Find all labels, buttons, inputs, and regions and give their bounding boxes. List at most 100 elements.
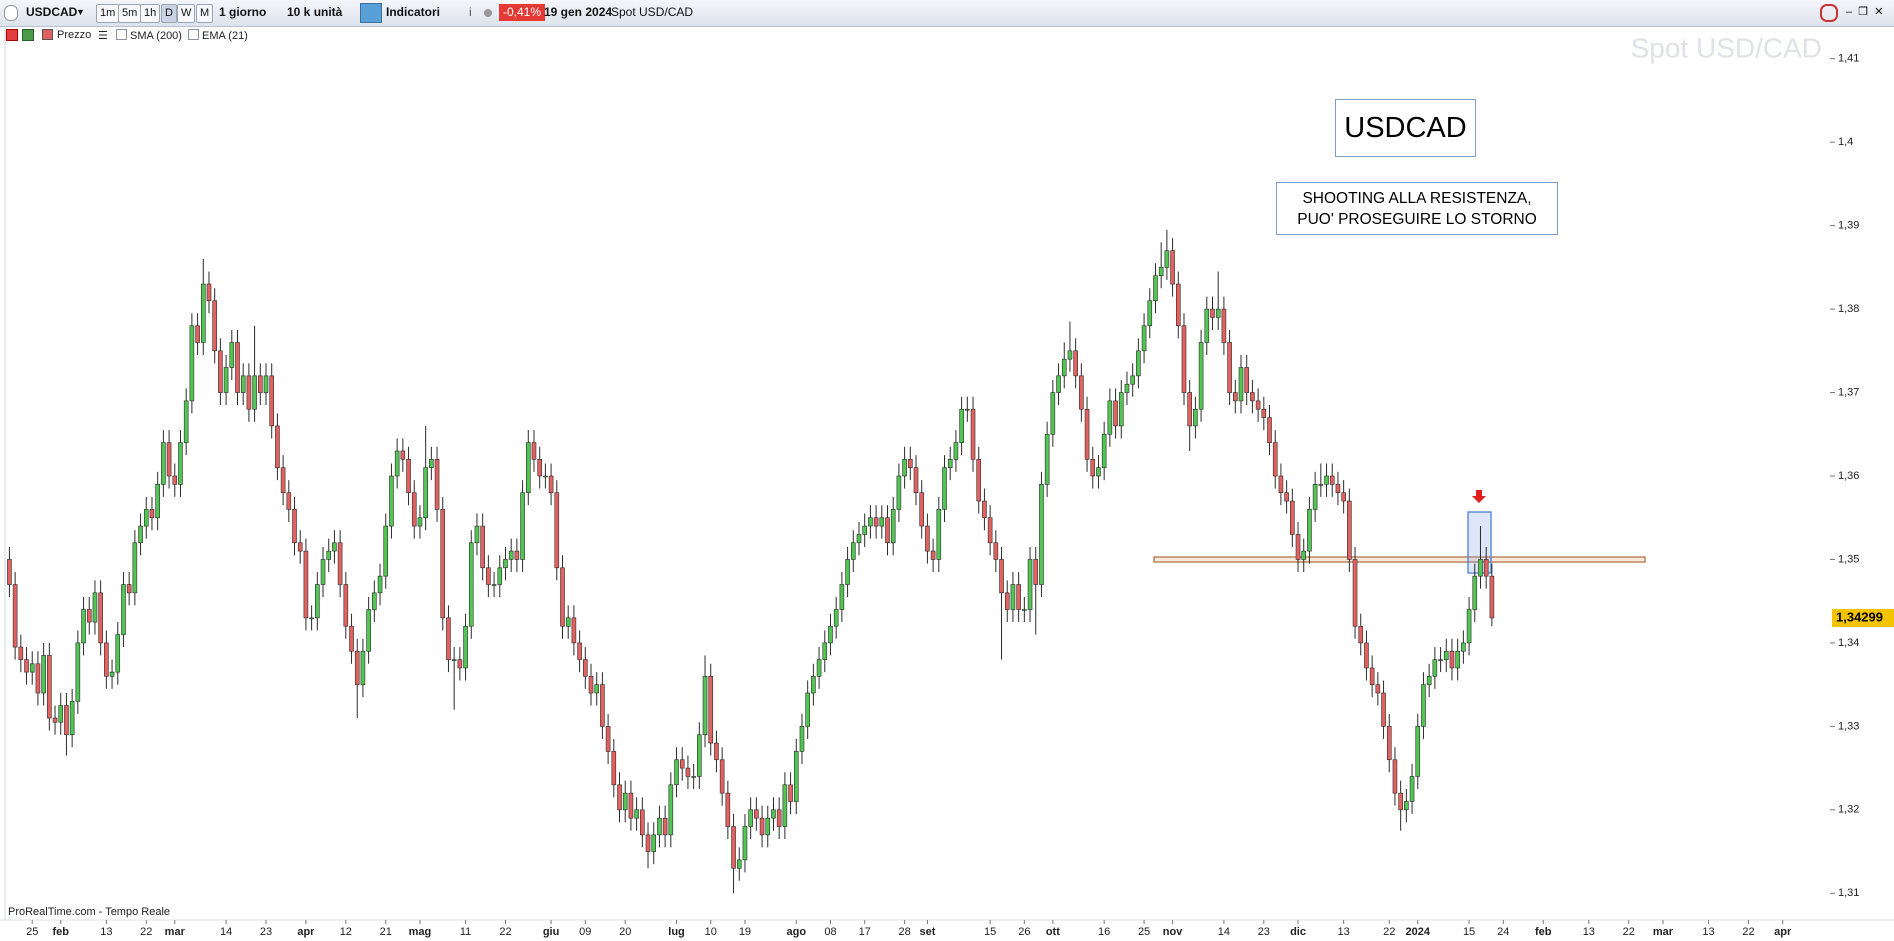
x-tick-label: feb	[52, 926, 69, 938]
candle-body	[132, 542, 138, 594]
candle-body	[1084, 408, 1090, 460]
x-tick-label: ott	[1046, 926, 1060, 938]
candle-body	[98, 592, 103, 644]
interval-button[interactable]: D	[161, 4, 177, 23]
candle-body	[1489, 575, 1495, 619]
candle-body	[845, 559, 850, 585]
candle-body	[486, 567, 491, 585]
candle-body	[35, 663, 41, 694]
candle-body	[1278, 475, 1284, 493]
candle-body	[463, 625, 468, 669]
candle-body	[776, 809, 782, 827]
candle-body	[275, 425, 280, 468]
candle-body	[982, 500, 987, 519]
y-tick-label: 1,31	[1838, 887, 1859, 899]
x-tick-label: 11	[460, 926, 471, 938]
candle-body	[240, 375, 246, 393]
candle-body	[605, 726, 611, 752]
candle-body	[679, 759, 685, 769]
candle-body	[491, 584, 497, 586]
indicator-icon[interactable]	[360, 3, 382, 23]
candle-body	[1227, 342, 1232, 393]
candle-body	[349, 625, 354, 652]
candle-body	[1107, 400, 1113, 435]
window-buttons[interactable]: – ❐ ✕	[1846, 6, 1884, 18]
candle-body	[708, 676, 714, 744]
price-swatch	[42, 29, 53, 40]
candle-body	[1415, 726, 1421, 777]
candle-body	[902, 459, 907, 477]
info-icon[interactable]: i	[469, 5, 472, 19]
toolbar: USDCAD ▼ 1m 5m 1h D W M 1 giorno 10 k un…	[0, 0, 1894, 27]
candle-body	[588, 676, 594, 694]
y-tick-label: 1,39	[1838, 220, 1859, 232]
candle-body	[446, 617, 451, 660]
candle-body	[862, 525, 867, 535]
candle-body	[1307, 509, 1312, 552]
refresh-icon[interactable]	[1820, 4, 1838, 22]
candle-body	[759, 817, 765, 836]
period-select[interactable]: 1 giorno	[219, 5, 267, 19]
x-tick-label: dic	[1290, 926, 1306, 938]
interval-button[interactable]: 1h	[140, 4, 161, 23]
interval-button[interactable]: 5m	[118, 4, 142, 23]
dropdown-arrow[interactable]: ▼	[76, 7, 85, 17]
legend-item[interactable]: EMA (21)	[188, 29, 248, 42]
candle-body	[166, 442, 172, 477]
interval-button[interactable]: 1m	[96, 4, 120, 23]
x-tick-label: lug	[668, 926, 685, 938]
candle-body	[1022, 609, 1027, 611]
candle-body	[1404, 801, 1409, 811]
units-select[interactable]: 10 k unità	[287, 5, 343, 19]
search-icon[interactable]	[4, 5, 18, 21]
candle-body	[75, 642, 81, 702]
candle-body	[1381, 692, 1386, 727]
candle-body	[685, 767, 691, 777]
candle-body	[258, 375, 263, 393]
legend-menu[interactable]: ☰	[98, 30, 108, 42]
candle-body	[1175, 283, 1181, 327]
candle-body	[1301, 550, 1307, 560]
candle-body	[229, 342, 235, 368]
candle-body	[913, 467, 919, 493]
symbol[interactable]: USDCAD	[26, 5, 78, 19]
candle-body	[360, 650, 366, 685]
candle-body	[451, 659, 457, 661]
legend-icon[interactable]	[22, 29, 34, 41]
candle-body	[1147, 300, 1153, 327]
candle-body	[525, 442, 531, 493]
candle-body	[725, 792, 731, 827]
candle-body	[1466, 609, 1472, 644]
x-tick-label: giu	[543, 926, 560, 938]
interval-button[interactable]: W	[177, 4, 196, 23]
candle-body	[674, 759, 679, 786]
candle-body	[634, 809, 639, 819]
y-tick-label: 1,38	[1838, 303, 1859, 315]
candle-body	[1250, 392, 1255, 402]
indicators-button[interactable]: Indicatori	[386, 5, 441, 19]
candle-body	[885, 517, 890, 544]
candle-body	[771, 809, 776, 819]
candle-body	[805, 692, 810, 727]
y-tick-label: 1,35	[1838, 553, 1859, 565]
legend-icon[interactable]	[6, 29, 18, 41]
candle-body	[953, 442, 959, 460]
x-tick-label: 12	[340, 926, 352, 938]
legend-item[interactable]: Prezzo	[57, 29, 92, 41]
interval-button[interactable]: M	[196, 4, 214, 23]
candle-body	[269, 375, 274, 427]
candle-body	[81, 609, 86, 644]
candle-body	[394, 450, 400, 477]
candle-body	[24, 659, 29, 673]
candle-body	[263, 375, 269, 393]
candle-body	[742, 826, 748, 861]
x-tick-label: feb	[1535, 926, 1552, 938]
y-tick-label: 1,4	[1838, 136, 1853, 148]
legend-item[interactable]: SMA (200)	[116, 29, 182, 42]
candle-body	[987, 517, 993, 544]
candle-body	[1461, 642, 1466, 652]
candle-body	[172, 475, 178, 485]
status-dot	[484, 9, 492, 17]
